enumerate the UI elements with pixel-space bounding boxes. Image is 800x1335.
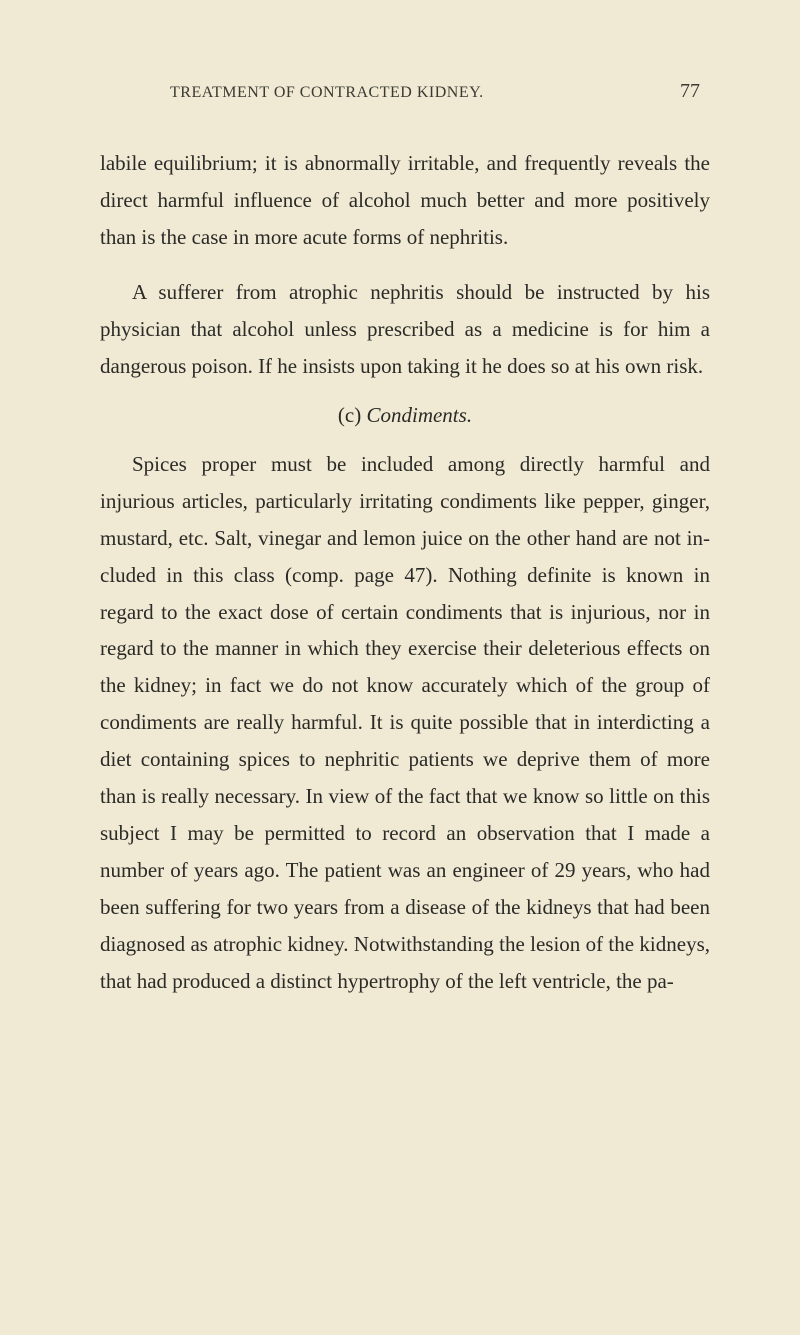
section-title: Condiments. xyxy=(366,403,472,427)
body-paragraph: Spices proper must be included among dir… xyxy=(100,446,710,1000)
section-label: (c) xyxy=(338,403,361,427)
page-header: TREATMENT OF CONTRACTED KIDNEY. 77 xyxy=(100,80,710,103)
body-paragraph: labile equilibrium; it is abnormally irr… xyxy=(100,145,710,256)
body-paragraph: A sufferer from atrophic nephritis shoul… xyxy=(100,274,710,385)
running-title: TREATMENT OF CONTRACTED KIDNEY. xyxy=(170,84,484,102)
section-heading: (c) Condiments. xyxy=(100,403,710,428)
page-number: 77 xyxy=(680,80,700,103)
